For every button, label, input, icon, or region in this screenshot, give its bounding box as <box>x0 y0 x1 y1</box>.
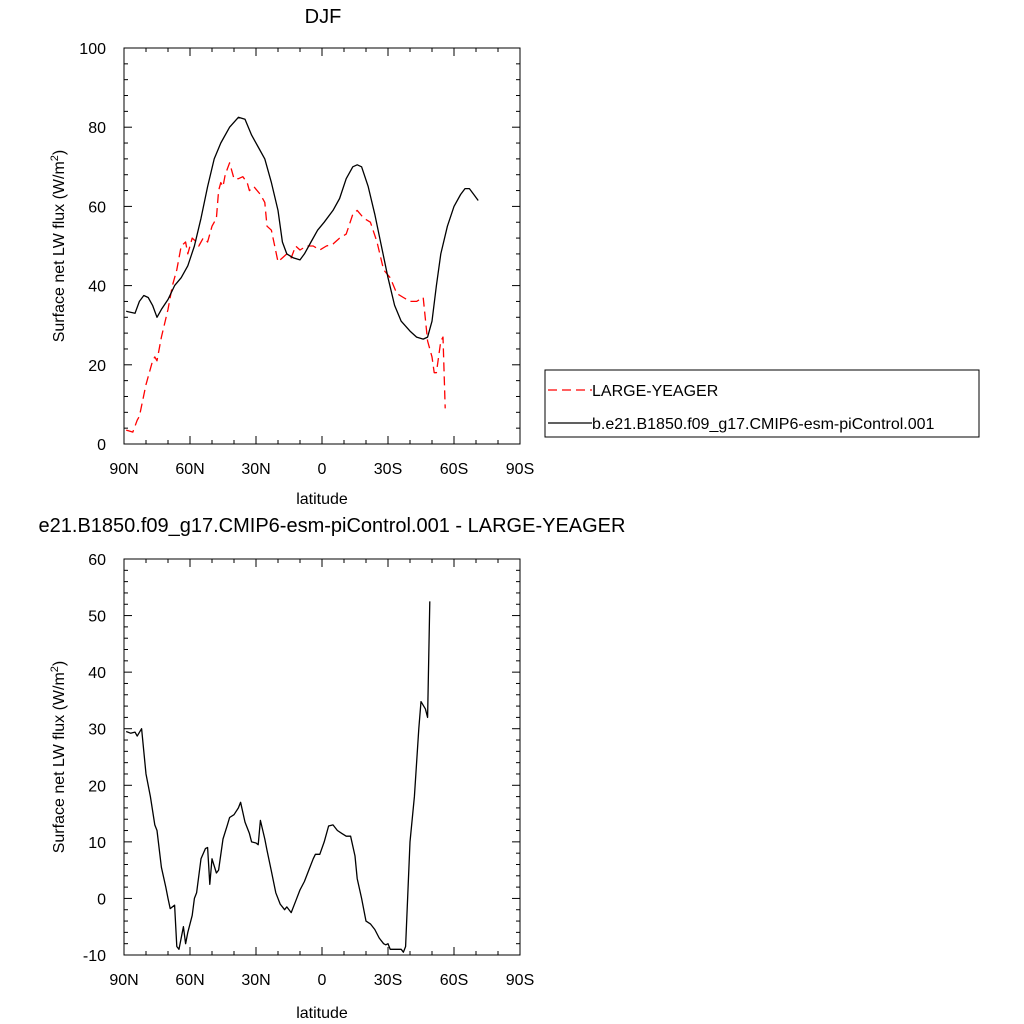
bottom-x-axis-label: latitude <box>296 1005 348 1022</box>
bottom-y-axis-label: Surface net LW flux (W/m2) <box>49 661 68 854</box>
top-series-line-0 <box>126 162 446 433</box>
top-x-tick-label: 90N <box>109 461 138 478</box>
bottom-x-tick-label: 60S <box>440 972 468 989</box>
bottom-x-tick-label: 90S <box>506 972 534 989</box>
top-plot-frame <box>123 47 521 445</box>
bottom-y-tick-label: 30 <box>88 722 106 739</box>
top-y-axis-label: Surface net LW flux (W/m2) <box>49 150 68 343</box>
top-x-tick-label: 60N <box>175 461 204 478</box>
bottom-y-tick-label: 10 <box>88 835 106 852</box>
bottom-y-tick-label: 0 <box>97 891 106 908</box>
bottom-y-tick-label: 50 <box>88 609 106 626</box>
top-y-tick-label: 80 <box>88 120 106 137</box>
bottom-y-tick-label: 40 <box>88 665 106 682</box>
top-chart-title: DJF <box>305 6 342 28</box>
bottom-x-tick-label: 30N <box>241 972 270 989</box>
top-x-tick-label: 30S <box>374 461 402 478</box>
bottom-x-tick-label: 90N <box>109 972 138 989</box>
top-x-tick-label: 0 <box>318 461 327 478</box>
top-y-tick-label: 60 <box>88 199 106 216</box>
bottom-series-line-0 <box>125 601 431 953</box>
bottom-y-tick-label: 20 <box>88 778 106 795</box>
top-y-tick-label: 40 <box>88 279 106 296</box>
bottom-plot-frame <box>123 558 521 956</box>
legend-label-large-yeager: LARGE-YEAGER <box>592 383 718 400</box>
top-x-tick-label: 60S <box>440 461 468 478</box>
top-panel: DJF 90N 60N 30N 0 30S 60S 90S 0 20 40 60 80 100 lati… <box>49 6 534 508</box>
bottom-chart-title: e21.B1850.f09_g17.CMIP6-esm-piControl.00… <box>39 515 626 537</box>
top-x-tick-label: 30N <box>241 461 270 478</box>
top-y-tick-label: 0 <box>97 437 106 454</box>
top-x-axis-label: latitude <box>296 491 348 508</box>
bottom-panel: e21.B1850.f09_g17.CMIP6-esm-piControl.00… <box>39 515 626 1022</box>
top-series-line-1 <box>126 116 479 340</box>
legend-label-picontrol: b.e21.B1850.f09_g17.CMIP6-esm-piControl.… <box>592 416 935 433</box>
bottom-y-tick-label: 60 <box>88 552 106 569</box>
top-x-tick-label: 90S <box>506 461 534 478</box>
legend: LARGE-YEAGER b.e21.B1850.f09_g17.CMIP6-e… <box>544 369 980 438</box>
legend-box <box>544 369 980 438</box>
bottom-x-tick-label: 60N <box>175 972 204 989</box>
top-y-tick-label: 100 <box>79 41 106 58</box>
top-y-tick-label: 20 <box>88 358 106 375</box>
bottom-x-tick-label: 0 <box>318 972 327 989</box>
bottom-x-tick-label: 30S <box>374 972 402 989</box>
bottom-y-tick-label: -10 <box>83 948 106 965</box>
